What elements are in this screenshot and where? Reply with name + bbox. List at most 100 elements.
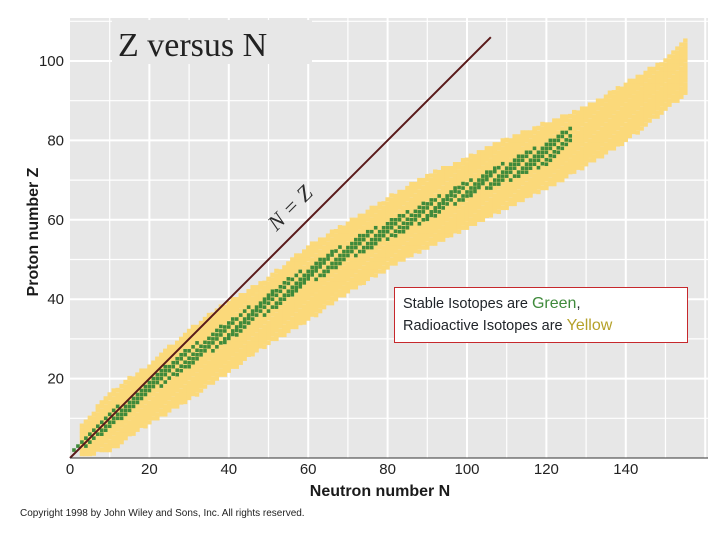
radioactive-isotope-cell bbox=[433, 221, 438, 226]
stable-isotope-cell bbox=[397, 225, 402, 230]
stable-isotope-cell bbox=[457, 190, 461, 194]
stable-isotope-cell bbox=[298, 284, 303, 289]
radioactive-isotope-cell bbox=[671, 78, 676, 84]
stable-isotope-cell bbox=[95, 432, 100, 436]
radioactive-isotope-cell bbox=[242, 304, 247, 310]
stable-isotope-cell bbox=[266, 309, 271, 313]
radioactive-isotope-cell bbox=[405, 193, 410, 199]
radioactive-isotope-cell bbox=[464, 201, 470, 207]
radioactive-isotope-cell bbox=[345, 276, 351, 282]
radioactive-isotope-cell bbox=[401, 240, 406, 246]
radioactive-isotope-cell bbox=[647, 86, 652, 91]
radioactive-isotope-cell bbox=[512, 142, 517, 147]
radioactive-isotope-cell bbox=[500, 201, 505, 206]
radioactive-isotope-cell bbox=[639, 110, 644, 115]
radioactive-isotope-cell bbox=[671, 90, 676, 95]
radioactive-isotope-cell bbox=[143, 376, 148, 381]
radioactive-isotope-cell bbox=[595, 138, 601, 143]
radioactive-isotope-cell bbox=[290, 265, 295, 270]
radioactive-isotope-cell bbox=[186, 340, 192, 346]
radioactive-isotope-cell bbox=[659, 98, 664, 103]
radioactive-isotope-cell bbox=[182, 344, 188, 350]
radioactive-isotope-cell bbox=[361, 221, 366, 226]
radioactive-isotope-cell bbox=[667, 90, 672, 95]
radioactive-isotope-cell bbox=[397, 205, 402, 210]
radioactive-isotope-cell bbox=[190, 340, 196, 346]
radioactive-isotope-cell bbox=[214, 364, 220, 369]
radioactive-isotope-cell bbox=[302, 297, 307, 302]
radioactive-isotope-cell bbox=[564, 126, 569, 131]
radioactive-isotope-cell bbox=[587, 113, 593, 119]
radioactive-isotope-cell bbox=[627, 118, 632, 123]
radioactive-isotope-cell bbox=[421, 237, 426, 242]
radioactive-isotope-cell bbox=[234, 352, 239, 357]
radioactive-isotope-cell bbox=[159, 408, 164, 413]
radioactive-isotope-cell bbox=[178, 383, 184, 389]
radioactive-isotope-cell bbox=[603, 126, 609, 131]
stable-isotope-cell bbox=[385, 225, 390, 230]
radioactive-isotope-cell bbox=[302, 249, 307, 254]
radioactive-isotope-cell bbox=[560, 126, 565, 131]
radioactive-isotope-cell bbox=[468, 173, 474, 178]
radioactive-isotope-cell bbox=[639, 78, 644, 84]
radioactive-isotope-cell bbox=[333, 241, 339, 246]
radioactive-isotope-cell bbox=[611, 146, 617, 151]
radioactive-isotope-cell bbox=[516, 150, 521, 155]
radioactive-isotope-cell bbox=[659, 62, 664, 67]
radioactive-isotope-cell bbox=[309, 249, 315, 254]
radioactive-isotope-cell bbox=[83, 431, 89, 437]
radioactive-isotope-cell bbox=[79, 428, 85, 433]
radioactive-isotope-cell bbox=[143, 412, 148, 417]
radioactive-isotope-cell bbox=[540, 185, 545, 191]
radioactive-isotope-cell bbox=[222, 332, 228, 338]
radioactive-isotope-cell bbox=[313, 281, 319, 286]
radioactive-isotope-cell bbox=[575, 138, 581, 143]
radioactive-isotope-cell bbox=[631, 86, 636, 91]
radioactive-isotope-cell bbox=[337, 269, 343, 274]
radioactive-isotope-cell bbox=[488, 150, 494, 155]
stable-isotope-cell bbox=[532, 146, 537, 151]
stable-isotope-cell bbox=[417, 210, 422, 214]
radioactive-isotope-cell bbox=[599, 118, 605, 123]
stable-isotope-cell bbox=[469, 186, 473, 190]
radioactive-isotope-cell bbox=[210, 328, 216, 334]
x-tick-label: 120 bbox=[534, 461, 559, 478]
stable-isotope-cell bbox=[159, 368, 164, 373]
y-axis-label: Proton number Z bbox=[25, 167, 42, 296]
stable-isotope-cell bbox=[477, 178, 481, 182]
radioactive-isotope-cell bbox=[353, 273, 359, 278]
radioactive-isotope-cell bbox=[182, 396, 188, 401]
radioactive-isotope-cell bbox=[540, 177, 545, 183]
radioactive-isotope-cell bbox=[417, 241, 422, 246]
radioactive-isotope-cell bbox=[615, 138, 621, 143]
radioactive-isotope-cell bbox=[385, 201, 390, 207]
radioactive-isotope-cell bbox=[159, 380, 164, 385]
radioactive-isotope-cell bbox=[333, 285, 339, 290]
radioactive-isotope-cell bbox=[425, 229, 430, 234]
radioactive-isotope-cell bbox=[476, 165, 482, 170]
radioactive-isotope-cell bbox=[635, 125, 640, 131]
radioactive-isotope-cell bbox=[349, 265, 355, 270]
radioactive-isotope-cell bbox=[119, 420, 124, 425]
radioactive-isotope-cell bbox=[262, 320, 267, 325]
radioactive-isotope-cell bbox=[488, 153, 494, 158]
radioactive-isotope-cell bbox=[389, 249, 394, 254]
stable-isotope-cell bbox=[262, 305, 267, 309]
radioactive-isotope-cell bbox=[536, 134, 541, 139]
radioactive-isotope-cell bbox=[564, 117, 569, 123]
stable-isotope-cell bbox=[350, 245, 354, 250]
stable-isotope-cell bbox=[385, 237, 390, 241]
stable-isotope-cell bbox=[405, 217, 410, 222]
radioactive-isotope-cell bbox=[313, 245, 319, 250]
radioactive-isotope-cell bbox=[345, 233, 351, 238]
radioactive-isotope-cell bbox=[202, 372, 208, 377]
stable-isotope-cell bbox=[453, 202, 457, 206]
radioactive-isotope-cell bbox=[258, 328, 263, 334]
radioactive-isotope-cell bbox=[313, 257, 319, 262]
radioactive-isotope-cell bbox=[532, 129, 537, 135]
radioactive-isotope-cell bbox=[210, 324, 216, 330]
radioactive-isotope-cell bbox=[444, 177, 450, 182]
radioactive-isotope-cell bbox=[659, 86, 664, 91]
radioactive-isotope-cell bbox=[174, 387, 180, 393]
